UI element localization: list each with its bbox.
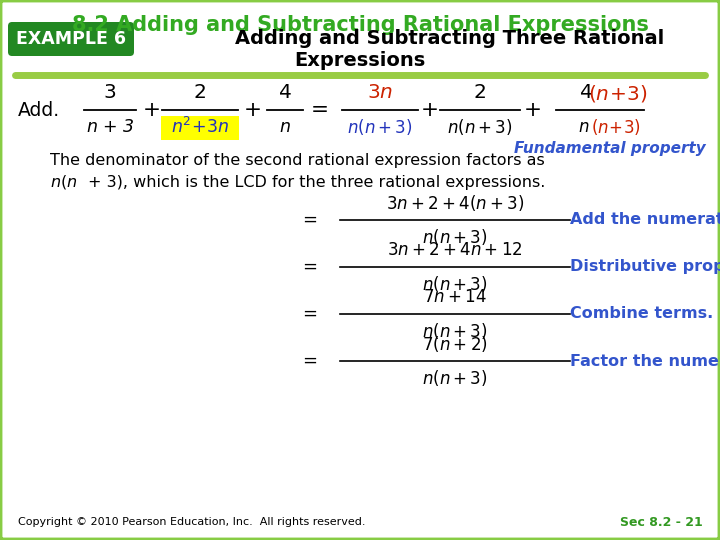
Text: $n$: $n$: [578, 118, 590, 136]
Text: 8.2 Adding and Subtracting Rational Expressions: 8.2 Adding and Subtracting Rational Expr…: [71, 15, 649, 35]
Text: 2: 2: [474, 84, 487, 103]
Text: $3n$: $3n$: [367, 84, 393, 103]
Text: Combine terms.: Combine terms.: [570, 307, 714, 321]
FancyBboxPatch shape: [8, 22, 134, 56]
Text: Copyright © 2010 Pearson Education, Inc.  All rights reserved.: Copyright © 2010 Pearson Education, Inc.…: [18, 517, 366, 527]
Text: + 3), which is the LCD for the three rational expressions.: + 3), which is the LCD for the three rat…: [88, 174, 545, 190]
Text: The denominator of the second rational expression factors as: The denominator of the second rational e…: [50, 152, 545, 167]
Text: $\mathbf{\mathit{n}}(n+3)$: $\mathbf{\mathit{n}}(n+3)$: [347, 117, 413, 137]
Text: +: +: [244, 100, 262, 120]
Text: Sec 8.2 - 21: Sec 8.2 - 21: [620, 516, 703, 529]
Text: 3: 3: [104, 84, 117, 103]
Text: +: +: [421, 100, 439, 120]
Text: $n$ + 3: $n$ + 3: [86, 118, 134, 136]
Text: $7n + 14$: $7n + 14$: [423, 288, 487, 306]
Text: $n(n + 3)$: $n(n + 3)$: [422, 227, 488, 247]
Text: +: +: [524, 100, 542, 120]
Text: Add the numerators.: Add the numerators.: [570, 213, 720, 227]
FancyBboxPatch shape: [161, 116, 239, 140]
Text: =: =: [302, 305, 318, 323]
Text: $3n + 2 + 4(n + 3)$: $3n + 2 + 4(n + 3)$: [386, 193, 524, 213]
Text: Adding and Subtracting Three Rational: Adding and Subtracting Three Rational: [235, 30, 665, 49]
Text: =: =: [302, 258, 318, 276]
Text: =: =: [302, 211, 318, 229]
Text: =: =: [302, 352, 318, 370]
Text: Distributive property: Distributive property: [570, 260, 720, 274]
Text: Expressions: Expressions: [294, 51, 426, 70]
Text: $n^2\!+\!3n$: $n^2\!+\!3n$: [171, 117, 229, 137]
Text: $\mathbf{\mathit{(n\!+\!3)}}$: $\mathbf{\mathit{(n\!+\!3)}}$: [588, 83, 648, 104]
Text: $n(n + 3)$: $n(n + 3)$: [422, 321, 488, 341]
Text: 2: 2: [194, 84, 207, 103]
Text: $7(n + 2)$: $7(n + 2)$: [422, 334, 488, 354]
Text: 4: 4: [279, 84, 292, 103]
Text: $n(n + 3)$: $n(n + 3)$: [422, 368, 488, 388]
Text: $n(n$: $n(n$: [50, 173, 78, 191]
Text: $\mathbf{\mathit{(n\!+\!3)}}$: $\mathbf{\mathit{(n\!+\!3)}}$: [591, 117, 641, 137]
Text: $n(n + 3)$: $n(n + 3)$: [422, 274, 488, 294]
Text: $4$: $4$: [579, 84, 593, 103]
Text: +: +: [143, 100, 161, 120]
Text: $n(n+3)$: $n(n+3)$: [447, 117, 513, 137]
Text: Fundamental property: Fundamental property: [514, 140, 706, 156]
Text: =: =: [311, 100, 329, 120]
Text: $3n + 2 + 4n + 12$: $3n + 2 + 4n + 12$: [387, 241, 523, 259]
Text: EXAMPLE 6: EXAMPLE 6: [16, 30, 126, 48]
Text: $n$: $n$: [279, 118, 291, 136]
Text: Add.: Add.: [18, 100, 60, 119]
Text: Factor the numerator.: Factor the numerator.: [570, 354, 720, 368]
